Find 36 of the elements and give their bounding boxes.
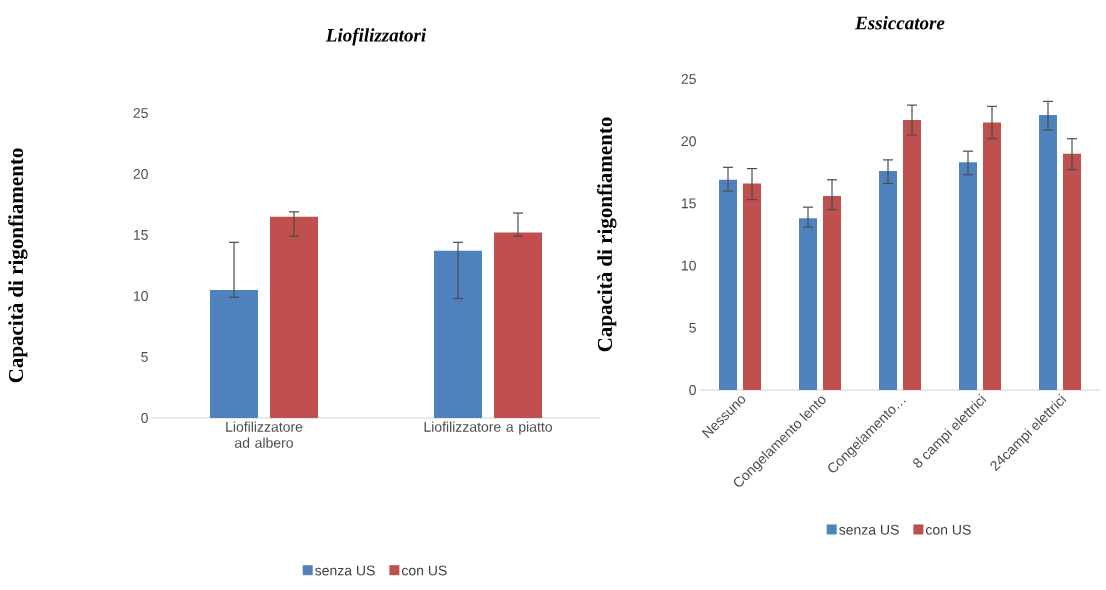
bar bbox=[959, 162, 977, 390]
bar bbox=[903, 120, 921, 390]
y-tick-label: 10 bbox=[681, 260, 696, 271]
y-tick-label: 15 bbox=[133, 230, 148, 240]
bar bbox=[1039, 115, 1057, 390]
y-tick-label: 0 bbox=[141, 413, 148, 423]
y-axis-title: Capacità di rigonfiamento bbox=[8, 148, 28, 383]
y-tick-label: 20 bbox=[681, 136, 696, 147]
chart-title: Essiccatore bbox=[855, 16, 945, 30]
bar bbox=[719, 179, 738, 390]
y-tick-label: 5 bbox=[141, 352, 148, 362]
y-tick-label: 10 bbox=[133, 291, 148, 301]
bar bbox=[799, 218, 817, 390]
y-tick-label: 25 bbox=[133, 108, 148, 118]
bar bbox=[743, 183, 761, 390]
bar bbox=[823, 195, 841, 390]
y-tick-label: 25 bbox=[681, 74, 696, 84]
chart-title: Liofilizzatori bbox=[325, 28, 427, 46]
y-tick-label: 5 bbox=[689, 322, 696, 333]
legend-label: con US bbox=[401, 565, 447, 576]
bar bbox=[210, 289, 258, 418]
y-tick-label: 15 bbox=[681, 198, 696, 209]
y-tick-label: 20 bbox=[133, 169, 148, 179]
bar bbox=[983, 122, 1001, 390]
x-tick-label: Liofilizzatore ad albero bbox=[226, 421, 303, 448]
x-tick-label: Liofilizzatore a piatto bbox=[424, 421, 552, 435]
bar bbox=[494, 232, 542, 418]
legend-label: con US bbox=[925, 524, 971, 535]
bar bbox=[270, 216, 318, 418]
legend-label: senza US bbox=[839, 524, 899, 535]
bar bbox=[1063, 153, 1081, 390]
legend-label: senza US bbox=[315, 565, 375, 576]
y-tick-label: 0 bbox=[689, 385, 696, 395]
bar bbox=[434, 250, 482, 418]
bar bbox=[879, 171, 897, 390]
y-axis-title: Capacità di rigonfiamento bbox=[597, 117, 617, 352]
